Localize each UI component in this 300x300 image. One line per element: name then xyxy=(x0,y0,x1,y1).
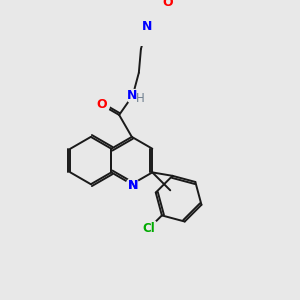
Text: H: H xyxy=(136,92,145,105)
Text: N: N xyxy=(142,20,152,33)
Text: N: N xyxy=(128,179,138,192)
Text: O: O xyxy=(96,98,107,111)
Text: N: N xyxy=(127,89,137,102)
Text: O: O xyxy=(163,0,173,9)
Text: Cl: Cl xyxy=(142,222,155,235)
Text: N: N xyxy=(128,179,138,192)
